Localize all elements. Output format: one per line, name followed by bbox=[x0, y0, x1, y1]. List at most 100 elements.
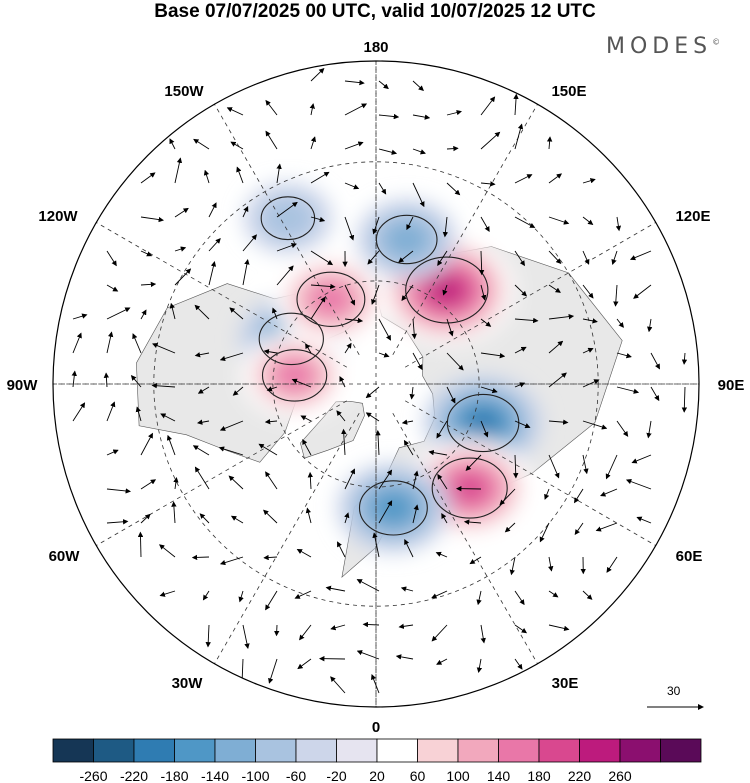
wind-arrow bbox=[514, 174, 533, 184]
wind-arrow bbox=[344, 182, 360, 190]
wind-arrow bbox=[646, 420, 652, 439]
wind-arrow bbox=[629, 250, 652, 261]
wind-arrow bbox=[268, 658, 278, 684]
wind-arrow bbox=[106, 519, 129, 525]
wind-arrow bbox=[446, 145, 459, 152]
meridian-120 bbox=[404, 222, 656, 368]
wind-arrow bbox=[548, 624, 570, 632]
wind-vectors bbox=[71, 67, 688, 694]
colorbar-tick-label: 260 bbox=[608, 768, 632, 783]
lon-label-90w: 90W bbox=[7, 377, 39, 394]
wind-arrow bbox=[194, 466, 210, 490]
wind-arrow bbox=[582, 590, 593, 600]
wind-arrow bbox=[356, 650, 380, 660]
colorbar-swatch bbox=[660, 738, 702, 763]
anomaly-band-7-2 bbox=[384, 221, 430, 258]
wind-arrow bbox=[514, 317, 539, 324]
wind-arrow bbox=[476, 590, 482, 606]
wind-arrow bbox=[106, 250, 117, 267]
wind-arrow bbox=[362, 621, 380, 628]
lon-label-150e: 150E bbox=[551, 83, 586, 100]
wind-arrow bbox=[265, 130, 278, 150]
wind-arrow bbox=[378, 469, 393, 490]
wind-arrow bbox=[299, 624, 312, 641]
wind-arrow bbox=[106, 488, 131, 494]
wind-arrow bbox=[238, 590, 244, 603]
colorbar-swatch bbox=[417, 738, 459, 763]
wind-arrow bbox=[242, 259, 250, 286]
wind-arrow bbox=[106, 307, 131, 320]
wind-arrow bbox=[310, 171, 330, 184]
wind-arrow bbox=[582, 250, 590, 265]
wind-arrow bbox=[276, 265, 294, 286]
wind-arrow bbox=[446, 352, 464, 371]
wind-arrow bbox=[236, 166, 244, 184]
wind-arrow bbox=[159, 590, 176, 597]
wind-arrow bbox=[230, 515, 244, 524]
wind-arrow bbox=[480, 131, 501, 150]
wind-arrow bbox=[681, 386, 688, 413]
greenland-land bbox=[300, 401, 365, 459]
modes-logo: MODES© bbox=[606, 34, 720, 59]
anomaly-band-6-3 bbox=[276, 360, 314, 391]
wind-arrow bbox=[539, 522, 550, 543]
wind-arrow bbox=[548, 284, 561, 293]
colorbar-swatch bbox=[376, 738, 418, 763]
wind-arrow bbox=[291, 378, 312, 388]
anomaly-contour-7 bbox=[375, 214, 438, 265]
colorbar-tick-label: -180 bbox=[160, 768, 188, 783]
wind-arrow bbox=[606, 556, 618, 573]
wind-arrow bbox=[574, 488, 584, 504]
lon-label-150w: 150W bbox=[164, 83, 204, 100]
wind-arrow bbox=[140, 250, 153, 257]
wind-arrow bbox=[140, 513, 151, 524]
wind-arrow bbox=[636, 516, 652, 524]
anomaly-band-1-4 bbox=[466, 409, 501, 437]
wind-arrow bbox=[469, 556, 482, 565]
wind-arrow bbox=[137, 531, 144, 558]
wind-arrow bbox=[258, 443, 278, 456]
colorbar-tick-label: 100 bbox=[446, 768, 470, 783]
wind-arrow bbox=[174, 268, 192, 286]
wind-arrow bbox=[294, 590, 312, 599]
wind-arrow bbox=[173, 477, 179, 490]
wind-arrow bbox=[372, 216, 380, 235]
wind-arrow bbox=[378, 148, 398, 155]
wind-arrow bbox=[242, 234, 257, 252]
wind-arrow bbox=[344, 512, 350, 524]
wind-arrow bbox=[616, 386, 640, 394]
wind-arrow bbox=[514, 250, 525, 267]
wind-arrow bbox=[513, 93, 519, 116]
wind-arrow bbox=[611, 250, 618, 265]
wind-arrow bbox=[595, 522, 618, 532]
wind-arrow bbox=[436, 420, 448, 439]
wind-arrow bbox=[344, 468, 355, 490]
anomaly-contour-2 bbox=[431, 457, 508, 519]
lon-label-120e: 120E bbox=[675, 208, 710, 225]
wind-arrow bbox=[344, 103, 368, 116]
wind-arrow bbox=[135, 406, 142, 422]
wind-arrow bbox=[310, 296, 326, 320]
lon-label-30e: 30E bbox=[552, 675, 579, 692]
wind-arrow bbox=[514, 420, 531, 429]
wind-arrow bbox=[436, 658, 448, 665]
map-border bbox=[52, 60, 700, 708]
wind-arrow bbox=[344, 342, 352, 354]
wind-arrow bbox=[72, 332, 82, 354]
wind-arrow bbox=[219, 556, 244, 566]
wind-arrow bbox=[411, 318, 417, 340]
wind-arrow bbox=[412, 182, 425, 208]
wind-arrow bbox=[274, 624, 280, 637]
wind-arrow bbox=[242, 205, 249, 218]
wind-arrow bbox=[616, 352, 632, 359]
wind-arrow bbox=[174, 207, 189, 218]
wind-arrow bbox=[437, 473, 448, 490]
wind-arrow bbox=[307, 471, 314, 490]
anomaly-contour-0 bbox=[405, 256, 489, 324]
wind-arrow bbox=[600, 488, 618, 497]
wind-arrow bbox=[582, 420, 608, 430]
wind-arrow bbox=[616, 420, 629, 437]
wind-arrow bbox=[446, 182, 461, 196]
wind-arrow bbox=[442, 284, 448, 296]
